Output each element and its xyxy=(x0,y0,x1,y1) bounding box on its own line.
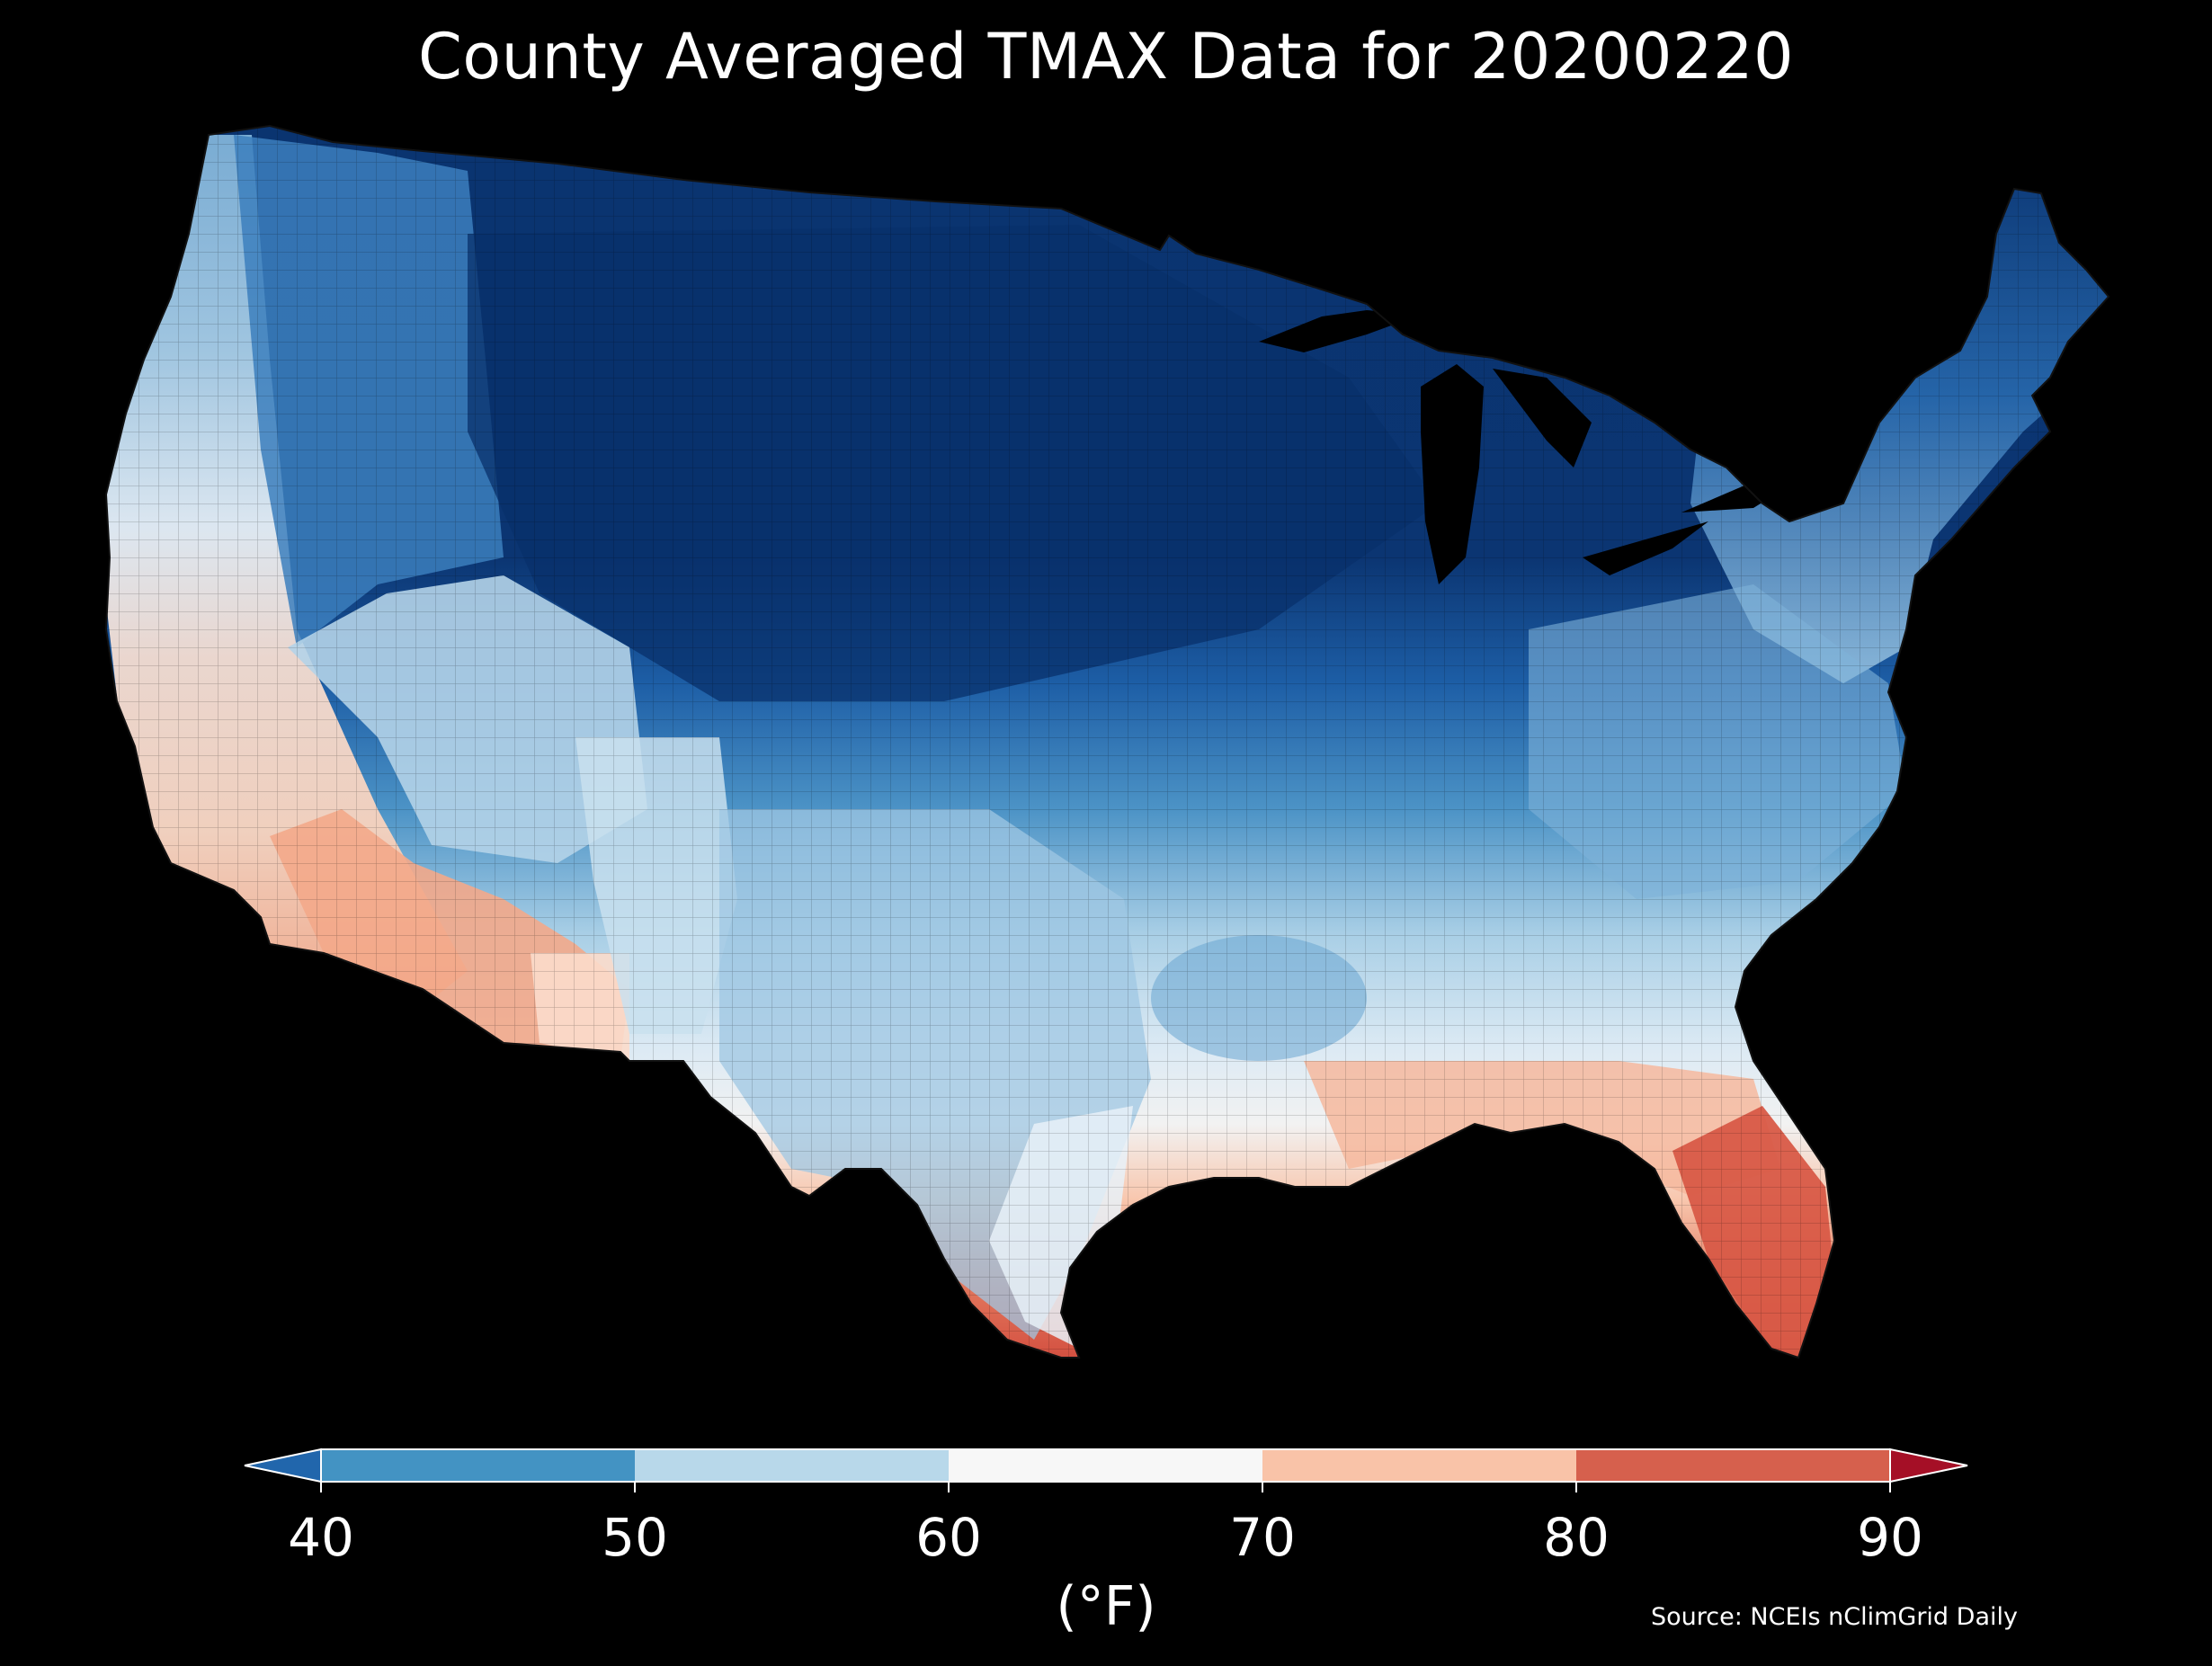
county-fill-layer xyxy=(106,126,2109,1358)
great-lakes xyxy=(1259,310,1789,584)
map-title: County Averaged TMAX Data for 20200220 xyxy=(417,20,1795,94)
colorbar-bin-50-60 xyxy=(635,1449,949,1482)
colorbar-bin-60-70 xyxy=(949,1449,1262,1482)
colorbar xyxy=(244,1448,1968,1492)
colorbar-extend-high xyxy=(1889,1448,1968,1483)
colorbar-bin-40-50 xyxy=(321,1449,635,1482)
colorbar-bin-70-80 xyxy=(1262,1449,1576,1482)
colorbar-bin-80-90 xyxy=(1576,1449,1890,1482)
colorbar-extend-low xyxy=(244,1448,322,1483)
